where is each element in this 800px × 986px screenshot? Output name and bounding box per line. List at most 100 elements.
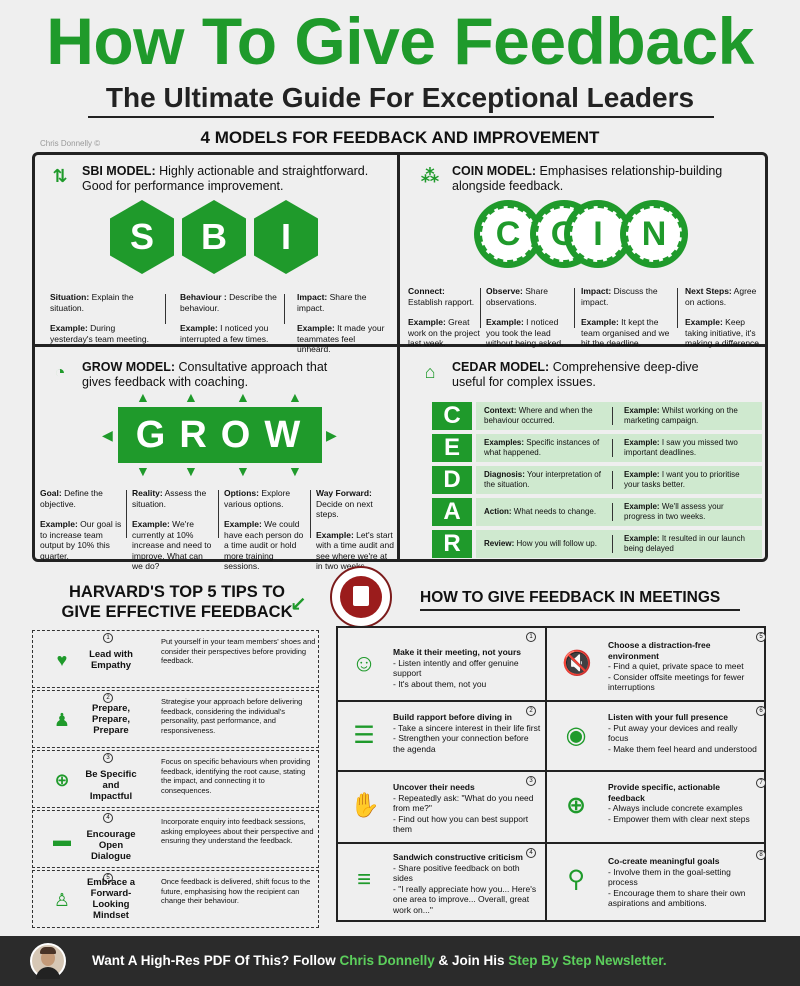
walking-person-icon: ♙ [53, 890, 71, 910]
chat-bubble-icon: ▬ [53, 830, 71, 850]
coin-ring-i: I [564, 200, 632, 268]
meetings-vertical-divider [545, 626, 547, 922]
column-separator [574, 288, 575, 328]
newsletter-link[interactable]: Step By Step Newsletter. [508, 953, 667, 968]
tip-title: Lead with Empathy [89, 649, 133, 671]
arrow-down-icon: ▼ [236, 463, 250, 479]
tip-title: Be Specific and Impactful [85, 769, 137, 802]
footer-cta: Want A High-Res PDF Of This? Follow Chri… [92, 952, 667, 970]
heart-icon: ♥ [56, 650, 68, 670]
team-icon: ⁂ [420, 166, 440, 186]
meetings-underline [420, 609, 740, 611]
meetings-grid [336, 626, 766, 922]
tip-text: Once feedback is delivered, shift focus … [161, 877, 311, 905]
tip-title: Embrace a Forward-Looking Mindset [86, 877, 136, 921]
avatar [30, 943, 66, 979]
coin-ring-c: C [474, 200, 542, 268]
column-separator [677, 288, 678, 328]
meeting-tip-2: Build rapport before diving in - Take a s… [393, 712, 541, 754]
two-people-icon: ☺ [351, 650, 377, 677]
coin-name: COIN MODEL: [452, 164, 537, 178]
arrow-up-icon: ▲ [184, 389, 198, 405]
author-link[interactable]: Chris Donnelly [339, 953, 435, 968]
harvard-heading-line2: GIVE EFFECTIVE FEEDBACK [61, 603, 293, 621]
cedar-desc-line2: useful for complex issues. [452, 375, 596, 389]
meeting-tip-3: Uncover their needs - Repeatedly ask: "Wh… [393, 782, 534, 834]
meeting-tip-7: Provide specific, actionable feedback - A… [608, 782, 750, 824]
footer-bar [0, 936, 800, 986]
sbi-desc-line2: Good for performance improvement. [82, 179, 284, 193]
meeting-tip-number: 1 [526, 632, 536, 642]
row-separator [612, 535, 613, 553]
coin-col-observe: Observe: Share observations. Example: I … [486, 286, 564, 348]
tip-title: Prepare, Prepare, Prepare [91, 703, 131, 736]
cedar-letter-e: E [432, 434, 472, 462]
sbi-desc-line1: Highly actionable and straightforward. [159, 164, 369, 178]
harvard-heading-line1: HARVARD'S TOP 5 TIPS TO [68, 583, 286, 601]
meeting-tip-8: Co-create meaningful goals - Involve them… [608, 856, 746, 908]
models-horizontal-divider [32, 344, 768, 347]
coin-ring-n: N [620, 200, 688, 268]
models-heading: 4 MODELS FOR FEEDBACK AND IMPROVEMENT [200, 128, 600, 147]
sbi-col-impact: Impact: Share the impact. Example: It ma… [297, 292, 385, 354]
arrow-up-icon: ▲ [136, 389, 150, 405]
sbi-description: SBI MODEL: Highly actionable and straigh… [82, 164, 382, 194]
arrow-down-icon: ▼ [288, 463, 302, 479]
meeting-tip-number: 2 [526, 706, 536, 716]
grow-word-bar: GROW [118, 407, 322, 463]
meeting-tip-number: 8 [756, 850, 766, 860]
cycle-arrows-icon: ⇅ [52, 166, 68, 186]
column-separator [165, 294, 166, 324]
grow-desc-line2: gives feedback with coaching. [82, 375, 249, 389]
tip-number: 1 [103, 633, 113, 643]
footer-text-2: & Join His [434, 953, 509, 968]
chess-pieces-icon: ♟ [53, 710, 71, 730]
cedar-desc-line1: Comprehensive deep-dive [552, 360, 699, 374]
burger-icon: ≡ [356, 866, 371, 893]
meeting-tip-number: 3 [526, 776, 536, 786]
row-separator [612, 439, 613, 457]
cedar-row-diagnosis: Diagnosis: Your interpretation of the si… [476, 466, 762, 494]
book-icon [353, 586, 369, 606]
tip-card-2: 2 ♟ Prepare, Prepare, Prepare Strategise… [32, 690, 319, 748]
row-separator [612, 471, 613, 489]
clipboard-icon: ☰ [353, 722, 375, 749]
helping-hand-icon: ✋ [350, 792, 380, 819]
meeting-tip-4: Sandwich constructive criticism - Share p… [393, 852, 537, 915]
arrow-up-icon: ▲ [288, 389, 302, 405]
meetings-row-divider [336, 842, 766, 844]
footer-text-1: Want A High-Res PDF Of This? Follow [92, 953, 340, 968]
tip-number: 4 [103, 813, 113, 823]
meetings-row-divider [336, 770, 766, 772]
grow-description: GROW MODEL: Consultative approach that g… [82, 360, 382, 390]
arrow-up-icon: ▲ [236, 389, 250, 405]
coin-description: COIN MODEL: Emphasises relationship-buil… [452, 164, 752, 194]
tip-card-3: 3 ⊕ Be Specific and Impactful Focus on s… [32, 750, 319, 808]
meeting-tip-number: 4 [526, 848, 536, 858]
coin-col-connect: Connect: Establish rapport. Example: Gre… [408, 286, 480, 348]
sbi-name: SBI MODEL: [82, 164, 156, 178]
arrow-left-down-icon: ↙ [290, 594, 307, 616]
arrow-down-icon: ▼ [136, 463, 150, 479]
coin-desc-line2: alongside feedback. [452, 179, 564, 193]
tip-number: 3 [103, 753, 113, 763]
target-icon: ⊕ [54, 770, 70, 790]
harvard-heading: HARVARD'S TOP 5 TIPS TO GIVE EFFECTIVE F… [52, 582, 302, 622]
tip-card-5: 5 ♙ Embrace a Forward-Looking Mindset On… [32, 870, 319, 928]
column-separator [218, 490, 219, 538]
grow-col-options: Options: Explore various options. Exampl… [224, 488, 304, 571]
cedar-letter-c: C [432, 402, 472, 430]
coin-col-impact: Impact: Discuss the impact. Example: It … [581, 286, 670, 348]
arrow-left-icon: ◀ [102, 427, 113, 443]
row-separator [612, 503, 613, 521]
sbi-col-situation: Situation: Explain the situation. Exampl… [50, 292, 149, 344]
cedar-row-examples: Examples: Specific instances of what hap… [476, 434, 762, 462]
tip-number: 2 [103, 693, 113, 703]
cedar-description: CEDAR MODEL: Comprehensive deep-dive use… [452, 360, 752, 390]
cedar-letter-a: A [432, 498, 472, 526]
page-subtitle: The Ultimate Guide For Exceptional Leade… [105, 82, 695, 113]
cedar-letter-d: D [432, 466, 472, 494]
column-separator [126, 490, 127, 538]
tip-text: Focus on specific behaviours when provid… [161, 757, 311, 795]
tip-card-4: 4 ▬ Encourage Open Dialogue Incorporate … [32, 810, 319, 868]
